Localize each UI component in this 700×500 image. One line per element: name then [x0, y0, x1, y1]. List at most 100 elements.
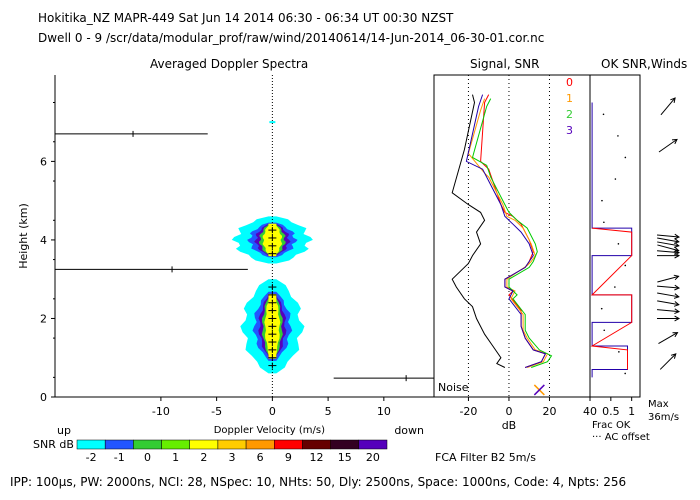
ac-offset-dot	[624, 264, 627, 267]
wind-arrow-head	[674, 252, 681, 259]
ac-offset-dot	[614, 178, 617, 180]
colorbar-swatch	[245, 439, 275, 450]
colorbar-level-label: 6	[257, 451, 264, 464]
signal-x-tick-label: 40	[583, 405, 597, 418]
wind-arrow-head	[673, 274, 680, 281]
wind-arrow	[657, 292, 679, 298]
colorbar-swatch	[76, 439, 106, 450]
noise-label: Noise	[438, 381, 469, 394]
wind-arrow	[657, 241, 679, 247]
wind-arrow-head	[673, 242, 680, 248]
signal-x-tick-label: 20	[542, 405, 556, 418]
spectra-x-tick-label: -5	[211, 405, 222, 418]
wind-arrow	[657, 275, 679, 283]
wind-arrow-head	[673, 293, 680, 299]
legend-entry-2: 2	[566, 108, 573, 121]
wind-arrow	[660, 97, 676, 116]
colorbar-swatch	[133, 439, 162, 450]
y-tick-label: 4	[40, 234, 47, 247]
signal-series-2	[471, 98, 553, 368]
filter-label: FCA Filter B2 5m/s	[435, 451, 536, 464]
wind-arrow-head	[674, 233, 681, 240]
y-tick-label: 0	[40, 391, 47, 404]
wind-arrow-head	[672, 332, 679, 338]
ac-offset-dot	[603, 221, 605, 224]
colorbar-swatch	[189, 439, 219, 450]
legend-entry-3: 3	[566, 124, 573, 137]
wind-arrow-head	[674, 315, 681, 322]
header-line-2: Dwell 0 - 9 /scr/data/modular_prof/raw/w…	[38, 31, 545, 45]
wind-arrow-head	[674, 308, 681, 315]
colorbar-level-label: 1	[172, 451, 179, 464]
ok-series-frac_ok_red	[590, 227, 633, 370]
spectra-x-tick-label: -10	[152, 405, 170, 418]
signal-x-tick-label: 0	[505, 405, 512, 418]
colorbar-swatch	[358, 439, 388, 450]
colorbar-level-label: 12	[310, 451, 324, 464]
signal-series-0	[480, 94, 547, 368]
ok-title: OK SNR,Winds	[601, 57, 687, 71]
colorbar-level-label: -1	[114, 451, 125, 464]
winds-max-label: Max	[648, 399, 669, 410]
signal-title: Signal, SNR	[470, 57, 539, 71]
colorbar-level-label: 2	[200, 451, 207, 464]
wind-arrow-head	[673, 246, 680, 253]
ac-offset-dot	[617, 135, 619, 137]
colorbar-swatch	[302, 439, 331, 450]
wind-arrow-head	[674, 284, 681, 291]
signal-series-3	[465, 94, 547, 368]
ok-series-frac_ok	[591, 102, 633, 378]
footer-text: IPP: 100µs, PW: 2000ns, NCI: 28, NSpec: …	[10, 475, 627, 489]
colorbar-swatch	[217, 439, 247, 450]
colorbar-swatch	[274, 439, 303, 450]
signal-x-axis-label: dB	[502, 419, 517, 432]
colorbar-level-label: 0	[144, 451, 151, 464]
wind-arrow	[658, 138, 678, 153]
spectra-x-tick-label: 10	[377, 405, 391, 418]
spectra-x-tick-label: 0	[269, 405, 276, 418]
ac-offset-dot	[617, 243, 620, 245]
colorbar-level-label: 3	[229, 451, 236, 464]
wind-arrow	[658, 332, 678, 345]
y-tick-label: 6	[40, 155, 47, 168]
signal-series-signal	[451, 94, 506, 368]
wind-arrow-head	[673, 301, 680, 307]
header-line-1: Hokitika_NZ MAPR-449 Sat Jun 14 2014 06:…	[38, 11, 454, 25]
ok-x-axis-label: Frac OK	[592, 420, 631, 431]
wind-arrow	[656, 285, 680, 289]
colorbar-level-label: -2	[86, 451, 97, 464]
wind-arrow	[659, 353, 677, 370]
spectra-x-axis-label: Doppler Velocity (m/s)	[214, 425, 325, 436]
ac-offset-dot	[603, 329, 606, 332]
y-tick-label: 2	[40, 312, 47, 325]
wind-arrow	[656, 309, 680, 313]
legend-entry-0: 0	[566, 76, 573, 89]
ok-panel-frame	[589, 74, 641, 398]
colorbar-swatch	[104, 439, 134, 450]
colorbar-swatch	[161, 439, 190, 450]
signal-x-tick-label: -20	[459, 405, 477, 418]
wind-arrow-head	[670, 353, 677, 359]
ac-offset-dot	[601, 199, 603, 202]
colorbar-level-label: 20	[366, 451, 380, 464]
wind-arrow	[657, 300, 679, 306]
ac-offset-dot	[602, 113, 605, 116]
winds-max-value: 36m/s	[648, 412, 679, 423]
ok-x-note: ··· AC offset	[592, 432, 650, 443]
wind-arrow	[656, 250, 680, 254]
ok-x-tick-label: 0.5	[602, 405, 620, 418]
spectra-up-label: up	[57, 424, 71, 437]
wind-arrow	[656, 234, 680, 238]
ac-offset-dot	[614, 286, 616, 288]
wind-arrow	[657, 237, 679, 243]
spectra-title: Averaged Doppler Spectra	[150, 57, 308, 71]
ac-offset-dot	[624, 156, 627, 159]
signal-series-1	[467, 98, 549, 368]
colorbar-swatch	[330, 439, 360, 450]
spectra-fleck	[269, 121, 276, 124]
spectra-x-tick-label: 5	[325, 405, 332, 418]
colorbar-label: SNR dB	[33, 438, 74, 451]
spectra-down-label: down	[394, 424, 424, 437]
ac-offset-dot	[618, 351, 620, 353]
